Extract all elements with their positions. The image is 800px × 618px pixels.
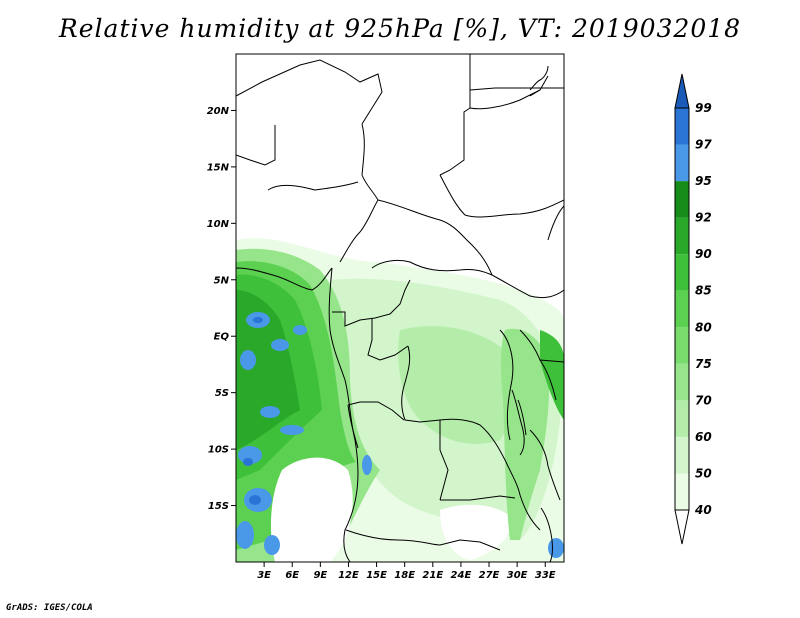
colorbar-segment <box>675 181 689 218</box>
colorbar-label: 50 <box>695 466 712 480</box>
dry-area <box>440 504 515 560</box>
colorbar-frame <box>674 107 690 511</box>
colorbar: 40 50 60 70 75 80 85 90 92 95 97 99 <box>674 73 712 545</box>
colorbar-segment <box>675 217 689 255</box>
colorbar-bottom-triangle <box>674 509 690 545</box>
map-frame <box>235 53 565 563</box>
lon-tick-label: 24E <box>451 570 472 581</box>
latitude-ticks: 20N 15N 10N 5N EQ 5S 10S 15S <box>207 106 236 512</box>
colorbar-label: 40 <box>694 503 712 517</box>
lon-tick-label: 30E <box>507 570 528 581</box>
lon-tick-label: 15E <box>366 570 387 581</box>
lon-tick-label: 33E <box>535 570 556 581</box>
colorbar-label: 95 <box>695 174 712 188</box>
map-borders <box>236 54 564 562</box>
longitude-ticks: 3E 6E 9E 12E 15E 18E 21E 24E 27E 30E 33E <box>257 562 556 581</box>
colorbar-segment <box>675 254 689 291</box>
humidity-region-70 <box>398 326 515 444</box>
credit-text: GrADS: IGES/COLA <box>6 603 93 613</box>
humidity-east-green <box>540 330 564 420</box>
lon-tick-label: 21E <box>422 570 443 581</box>
colorbar-segment <box>675 108 689 145</box>
colorbar-label: 85 <box>695 284 712 298</box>
lon-tick-label: 27E <box>479 570 500 581</box>
colorbar-label: 90 <box>695 247 712 261</box>
colorbar-label: 99 <box>695 101 712 115</box>
humidity-east-strip <box>500 328 550 540</box>
lat-tick-label: 15S <box>208 501 229 512</box>
lon-tick-label: 9E <box>313 570 327 581</box>
colorbar-segment <box>675 290 689 328</box>
dry-pocket <box>270 457 353 562</box>
humidity-field <box>236 54 564 562</box>
colorbar-label: 80 <box>695 320 712 334</box>
lat-tick-label: 5N <box>214 275 230 286</box>
lat-tick-label: 10S <box>208 445 229 456</box>
lon-tick-label: 18E <box>394 570 415 581</box>
colorbar-label: 70 <box>695 393 712 407</box>
humidity-dark-blue-patches <box>243 317 263 505</box>
colorbar-segment <box>675 363 689 401</box>
colorbar-label: 97 <box>695 138 712 152</box>
lat-tick-label: 15N <box>207 162 230 173</box>
colorbar-segment <box>675 436 689 474</box>
map-title: Relative humidity at 925hPa [%], VT: 201… <box>58 14 742 43</box>
lat-tick-label: 20N <box>207 106 230 117</box>
humidity-region-92 <box>236 290 300 450</box>
colorbar-label: 75 <box>695 357 712 371</box>
lat-tick-label: 10N <box>207 219 230 230</box>
colorbar-label: 92 <box>695 211 712 225</box>
colorbar-label: 60 <box>695 430 712 444</box>
colorbar-segment <box>675 144 689 182</box>
lat-tick-label: EQ <box>214 332 230 343</box>
lon-tick-label: 12E <box>338 570 359 581</box>
colorbar-top-triangle <box>674 73 690 109</box>
colorbar-segment <box>675 473 689 510</box>
colorbar-segment <box>675 327 689 364</box>
colorbar-segment <box>675 400 689 437</box>
lat-tick-label: 5S <box>215 388 229 399</box>
lon-tick-label: 3E <box>257 570 271 581</box>
lon-tick-label: 6E <box>285 570 299 581</box>
